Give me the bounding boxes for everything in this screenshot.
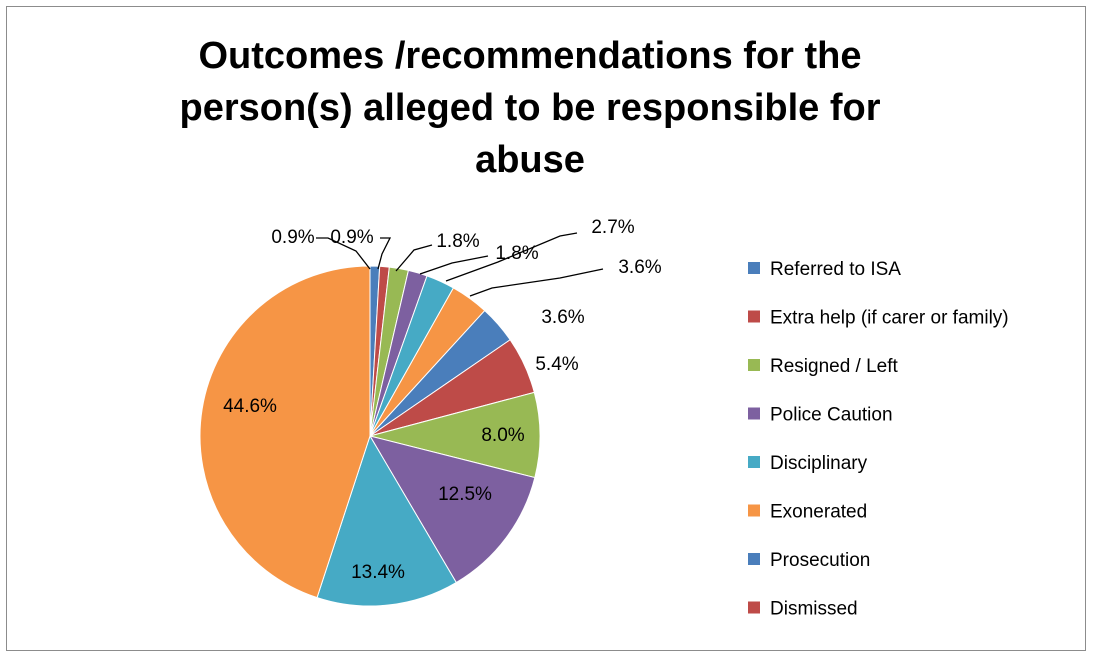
slice-data-label: 2.7% xyxy=(591,217,634,238)
leader-line xyxy=(316,237,371,270)
legend-label: Referred to ISA xyxy=(770,259,901,280)
legend-label: Prosecution xyxy=(770,550,870,571)
legend-swatch xyxy=(748,456,760,468)
legend-swatch xyxy=(748,553,760,565)
slice-data-label: 44.6% xyxy=(223,396,277,417)
pie-slice xyxy=(316,434,457,607)
legend-label: Dismissed xyxy=(770,599,858,620)
leader-line xyxy=(469,268,604,297)
leader-line xyxy=(395,244,433,272)
legend-swatch xyxy=(748,262,760,274)
pie-slice xyxy=(368,435,536,584)
legend-swatch xyxy=(748,310,760,323)
leader-line xyxy=(445,232,578,282)
slice-data-label: 12.5% xyxy=(438,484,492,505)
chart-title: Outcomes /recommendations for the person… xyxy=(179,35,881,181)
leader-line xyxy=(419,255,489,275)
legend-label: Police Caution xyxy=(770,405,893,426)
leader-lines xyxy=(316,232,604,297)
slice-data-label: 8.0% xyxy=(481,425,524,446)
legend-label: Exonerated xyxy=(770,502,867,523)
slice-data-label: 0.9% xyxy=(330,227,373,248)
slice-data-label: 5.4% xyxy=(535,354,578,375)
legend-swatch xyxy=(748,601,760,614)
chart-area xyxy=(6,6,1086,651)
legend-label: Extra help (if carer or family) xyxy=(770,308,1009,329)
legend-swatch xyxy=(748,359,760,371)
legend-swatch xyxy=(748,407,760,420)
legend-label: Disciplinary xyxy=(770,453,868,474)
slice-data-label: 1.8% xyxy=(495,243,538,264)
slice-data-label: 1.8% xyxy=(436,231,479,252)
pie-slice xyxy=(199,265,371,599)
pie-slices xyxy=(199,265,541,607)
slice-data-label: 3.6% xyxy=(541,307,584,328)
legend-swatch xyxy=(748,504,760,517)
slice-data-label: 3.6% xyxy=(618,257,661,278)
slice-data-label: 0.9% xyxy=(271,227,314,248)
leader-line xyxy=(377,237,392,270)
data-labels: 0.9% 0.9% 1.8% 1.8% 2.7% 3.6% 3.6% 5.4% 8.0% 12.5… xyxy=(223,217,662,583)
legend: Referred to ISA Extra help (if carer or f… xyxy=(748,259,1009,620)
legend-label: Resigned / Left xyxy=(770,356,899,377)
slice-data-label: 13.4% xyxy=(351,562,405,583)
